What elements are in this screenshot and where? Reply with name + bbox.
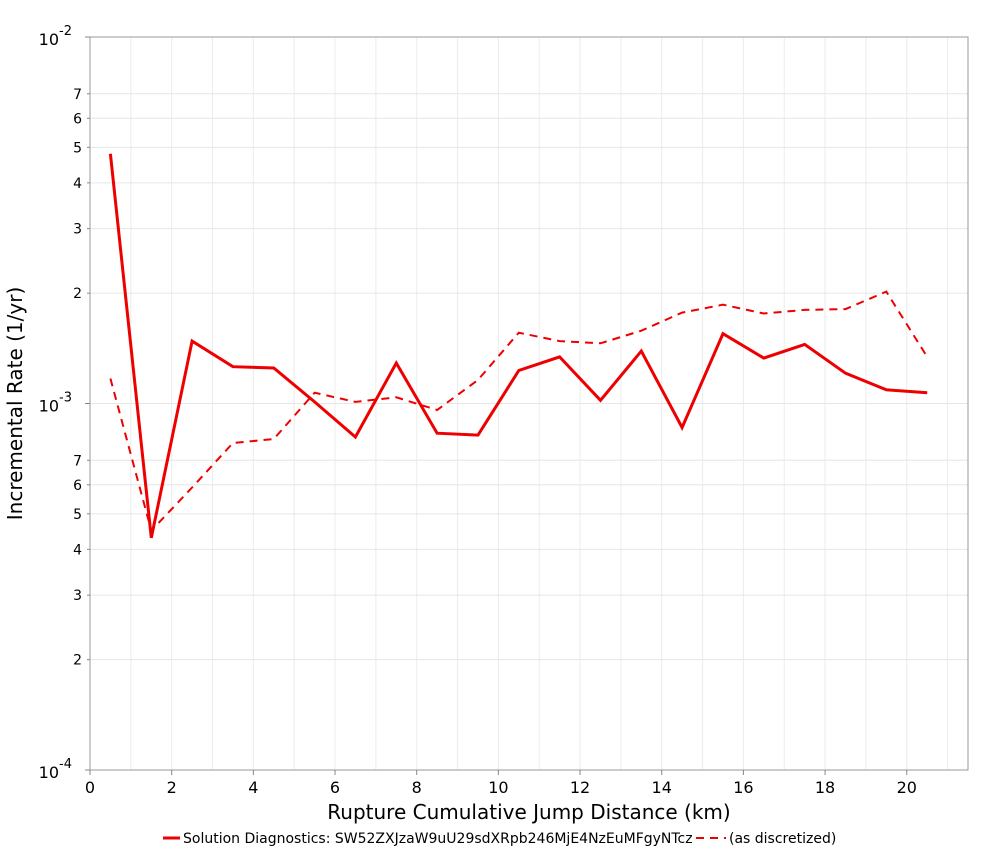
x-tick-label: 2 (167, 778, 177, 797)
y-axis-title: Incremental Rate (1/yr) (3, 287, 27, 520)
x-axis-title: Rupture Cumulative Jump Distance (km) (327, 800, 730, 824)
series-line-discretized (109, 290, 929, 533)
x-tick-label: 0 (85, 778, 95, 797)
x-tick-label: 8 (412, 778, 422, 797)
y-minor-tick-label: 4 (73, 542, 82, 558)
legend-label-discretized: (as discretized) (729, 831, 836, 847)
y-tick-label: 10-3 (39, 391, 72, 416)
y-minor-tick-label: 3 (73, 588, 82, 604)
x-tick-label: 16 (733, 778, 753, 797)
axes: 0 2 4 6 8 10 12 14 16 18 20 10-4 10-3 10-2 2 3 4 5 6 7 2 3 4 5 6… (39, 24, 917, 797)
y-minor-tick-label: 5 (73, 507, 82, 523)
x-tick-label: 20 (897, 778, 917, 797)
y-tick-label: 10-4 (39, 757, 72, 782)
series-line-solution (108, 153, 928, 539)
y-minor-tick-label: 3 (73, 222, 82, 238)
y-minor-tick-label: 2 (73, 653, 82, 669)
y-minor-tick-label: 7 (73, 87, 82, 103)
y-minor-tick-label: 4 (73, 176, 82, 192)
legend-label-solution: Solution Diagnostics: SW52ZXJzaW9uU29sdX… (183, 831, 693, 847)
x-tick-label: 6 (330, 778, 340, 797)
x-tick-label: 4 (248, 778, 258, 797)
y-minor-tick-label: 6 (73, 111, 82, 127)
y-tick-label: 10-2 (39, 24, 72, 49)
x-tick-label: 12 (570, 778, 590, 797)
x-tick-label: 14 (652, 778, 672, 797)
y-minor-tick-label: 7 (73, 453, 82, 469)
legend: Solution Diagnostics: SW52ZXJzaW9uU29sdX… (163, 831, 836, 847)
series-lines (108, 153, 929, 539)
y-minor-tick-label: 6 (73, 478, 82, 494)
x-tick-label: 10 (488, 778, 508, 797)
grid-lines (90, 36, 968, 771)
y-minor-tick-label: 2 (73, 286, 82, 302)
x-tick-label: 18 (815, 778, 835, 797)
y-minor-tick-label: 5 (73, 140, 82, 156)
